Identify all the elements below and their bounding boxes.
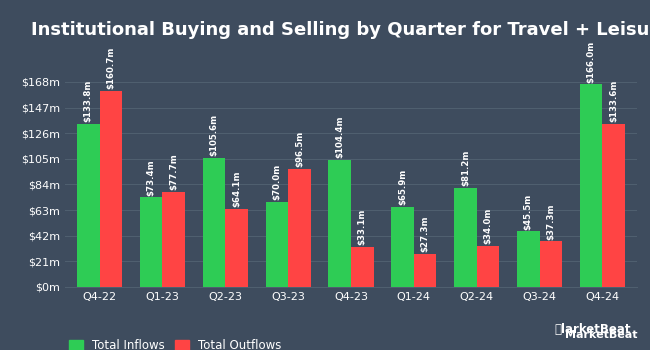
- Bar: [603, 124, 625, 287]
- Bar: [580, 84, 603, 287]
- Text: $81.2m: $81.2m: [461, 150, 470, 186]
- Bar: [517, 231, 540, 287]
- Text: $133.6m: $133.6m: [609, 80, 618, 122]
- Bar: [454, 188, 476, 287]
- Bar: [540, 241, 562, 287]
- Text: $37.3m: $37.3m: [547, 203, 555, 240]
- Text: $77.7m: $77.7m: [169, 154, 178, 190]
- Text: $64.1m: $64.1m: [232, 170, 241, 207]
- Bar: [77, 124, 99, 287]
- Bar: [351, 247, 374, 287]
- Text: $104.4m: $104.4m: [335, 115, 345, 158]
- Legend: Total Inflows, Total Outflows: Total Inflows, Total Outflows: [65, 336, 285, 350]
- Text: $34.0m: $34.0m: [484, 207, 493, 244]
- Bar: [414, 254, 437, 287]
- Text: MarketBeat: MarketBeat: [564, 329, 637, 340]
- Text: $105.6m: $105.6m: [209, 114, 218, 156]
- Title: Institutional Buying and Selling by Quarter for Travel + Leisure: Institutional Buying and Selling by Quar…: [31, 21, 650, 39]
- Text: ⼿larketBeat: ⼿larketBeat: [554, 323, 630, 336]
- Bar: [162, 192, 185, 287]
- Text: $166.0m: $166.0m: [586, 40, 595, 83]
- Bar: [476, 245, 499, 287]
- Bar: [140, 197, 162, 287]
- Bar: [226, 209, 248, 287]
- Text: $160.7m: $160.7m: [107, 47, 116, 89]
- Text: $65.9m: $65.9m: [398, 168, 407, 205]
- Bar: [328, 160, 351, 287]
- Text: $33.1m: $33.1m: [358, 208, 367, 245]
- Bar: [391, 206, 414, 287]
- Bar: [265, 202, 288, 287]
- Text: $70.0m: $70.0m: [272, 163, 281, 200]
- Text: $133.8m: $133.8m: [84, 79, 93, 122]
- Bar: [288, 169, 311, 287]
- Text: $27.3m: $27.3m: [421, 215, 430, 252]
- Text: $45.5m: $45.5m: [524, 194, 533, 230]
- Bar: [203, 158, 226, 287]
- Text: $73.4m: $73.4m: [147, 159, 155, 196]
- Text: $96.5m: $96.5m: [295, 131, 304, 167]
- Bar: [99, 91, 122, 287]
